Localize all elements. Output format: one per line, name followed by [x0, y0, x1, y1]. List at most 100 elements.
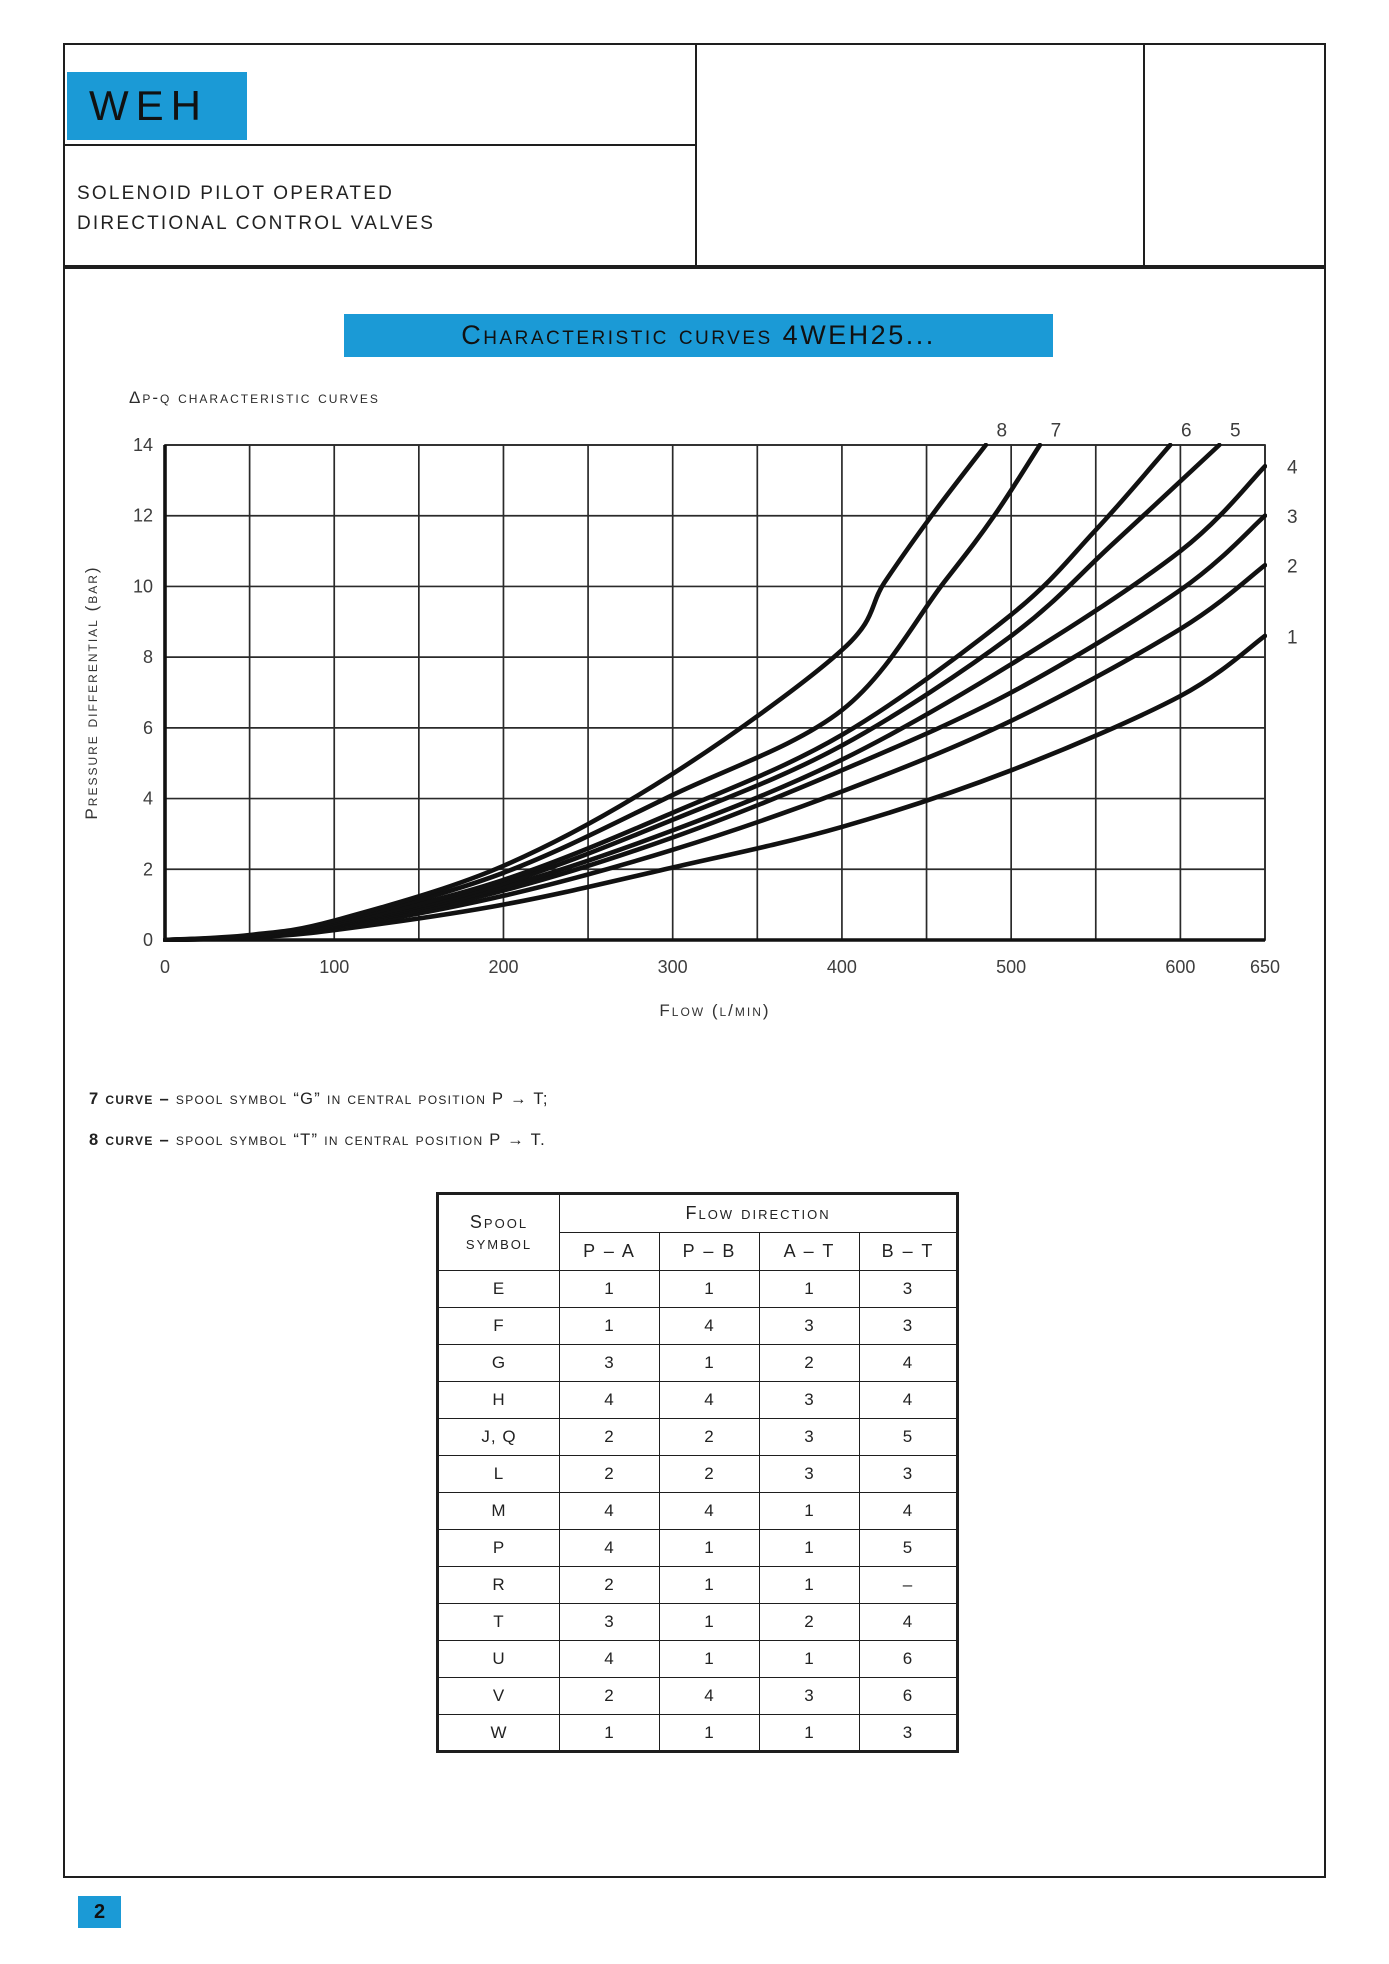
spool-symbol-cell: M	[437, 1492, 560, 1530]
col-header-p-b: P – B	[659, 1232, 760, 1271]
curve-label-7: 7	[1051, 421, 1062, 442]
value-cell: 1	[759, 1714, 860, 1752]
note-2-lead: 8 curve –	[89, 1131, 171, 1149]
value-cell: 1	[659, 1270, 760, 1308]
curve-1	[163, 633, 1267, 942]
brand-logo: WEH	[89, 82, 208, 129]
y-tick-label: 0	[143, 930, 153, 950]
note-1-text: spool symbol “G” in central position P →…	[175, 1090, 549, 1108]
document-title: SOLENOID PILOT OPERATED DIRECTIONAL CONT…	[77, 179, 435, 239]
spool-symbol-cell: J, Q	[437, 1418, 560, 1456]
value-cell: 1	[659, 1640, 760, 1678]
value-cell: 1	[759, 1566, 860, 1604]
x-axis-title: Flow (l/min)	[659, 1001, 770, 1020]
note-line-2: 8 curve – spool symbol “T” in central po…	[89, 1120, 549, 1161]
spool-symbol-header-line1: Spool	[469, 1211, 529, 1232]
page-number-badge: 2	[78, 1896, 121, 1928]
value-cell: 2	[759, 1603, 860, 1641]
curve-label-1: 1	[1287, 627, 1298, 648]
spool-symbol-cell: R	[437, 1566, 560, 1604]
value-cell: 3	[759, 1307, 860, 1345]
spool-symbol-header-line2: symbol	[465, 1232, 533, 1253]
curve-label-6: 6	[1181, 421, 1192, 442]
value-cell: 1	[559, 1307, 660, 1345]
value-cell: 3	[858, 1307, 959, 1345]
value-cell: 6	[858, 1640, 959, 1678]
value-cell: 2	[659, 1418, 760, 1456]
y-tick-label: 6	[143, 718, 153, 738]
plot-border	[164, 444, 1266, 941]
value-cell: 1	[759, 1270, 860, 1308]
x-tick-label: 100	[319, 957, 349, 977]
y-tick-label: 8	[143, 647, 153, 667]
value-cell: 4	[659, 1677, 760, 1715]
x-tick-label: 300	[658, 957, 688, 977]
value-cell: 2	[559, 1677, 660, 1715]
value-cell: 3	[858, 1455, 959, 1493]
value-cell: 3	[858, 1714, 959, 1752]
value-cell: 1	[759, 1529, 860, 1567]
value-cell: 1	[659, 1344, 760, 1382]
spool-symbol-cell: V	[437, 1677, 560, 1715]
curve-6	[163, 443, 1173, 942]
value-cell: 2	[559, 1566, 660, 1604]
x-tick-label: 600	[1165, 957, 1195, 977]
flow-direction-header: Flow direction	[558, 1193, 959, 1233]
section-banner: Characteristic curves 4WEH25...	[344, 314, 1053, 357]
spool-symbol-cell: U	[437, 1640, 560, 1678]
brand-box: WEH	[67, 72, 247, 140]
value-cell: 3	[559, 1344, 660, 1382]
value-cell: 4	[858, 1492, 959, 1530]
spool-symbol-cell: H	[437, 1381, 560, 1419]
spool-symbol-header: Spool symbol	[437, 1193, 560, 1271]
note-1-lead: 7 curve –	[89, 1090, 171, 1108]
curve-8	[163, 443, 989, 942]
document-title-line1: SOLENOID PILOT OPERATED	[77, 183, 395, 204]
col-header-a-t: A – T	[759, 1232, 860, 1271]
value-cell: 3	[559, 1603, 660, 1641]
header-divider-2	[1143, 45, 1145, 265]
chart-area: 0 100 200 300 400 500 600 650 0 2 4 6 8 10 12 14 Flow (l…	[77, 407, 1342, 1032]
content-box: Characteristic curves 4WEH25... Δp-q cha…	[63, 267, 1326, 1878]
header-box: WEH SOLENOID PILOT OPERATED DIRECTIONAL …	[63, 43, 1326, 267]
value-cell: 1	[659, 1566, 760, 1604]
document-title-line2: DIRECTIONAL CONTROL VALVES	[77, 213, 436, 234]
x-tick-label: 0	[160, 957, 170, 977]
curve-notes: 7 curve – spool symbol “G” in central po…	[89, 1079, 549, 1161]
header-middle-cell	[697, 45, 1143, 265]
table-row: R 2 1 1–	[437, 1566, 959, 1604]
value-cell: 1	[659, 1714, 760, 1752]
value-cell: 3	[759, 1677, 860, 1715]
chart-title: Δp-q characteristic curves	[129, 388, 380, 407]
curve-label-8: 8	[996, 421, 1007, 442]
value-cell: 1	[659, 1603, 760, 1641]
value-cell: 4	[559, 1529, 660, 1567]
value-cell: 4	[559, 1492, 660, 1530]
value-cell: 6	[858, 1677, 959, 1715]
value-cell: 3	[858, 1270, 959, 1308]
curve-label-4: 4	[1287, 458, 1298, 479]
value-cell: 2	[559, 1418, 660, 1456]
y-tick-label: 10	[133, 576, 153, 596]
spool-symbol-cell: E	[437, 1270, 560, 1308]
value-cell: 4	[659, 1307, 760, 1345]
value-cell: 4	[858, 1603, 959, 1641]
value-cell: 1	[659, 1529, 760, 1567]
x-tick-label: 200	[488, 957, 518, 977]
note-2-text: spool symbol “T” in central position P →…	[175, 1131, 547, 1149]
value-cell: 4	[559, 1381, 660, 1419]
y-tick-label: 2	[143, 859, 153, 879]
y-tick-label: 4	[143, 789, 153, 809]
y-tick-label: 14	[133, 435, 153, 455]
spool-symbol-cell: F	[437, 1307, 560, 1345]
